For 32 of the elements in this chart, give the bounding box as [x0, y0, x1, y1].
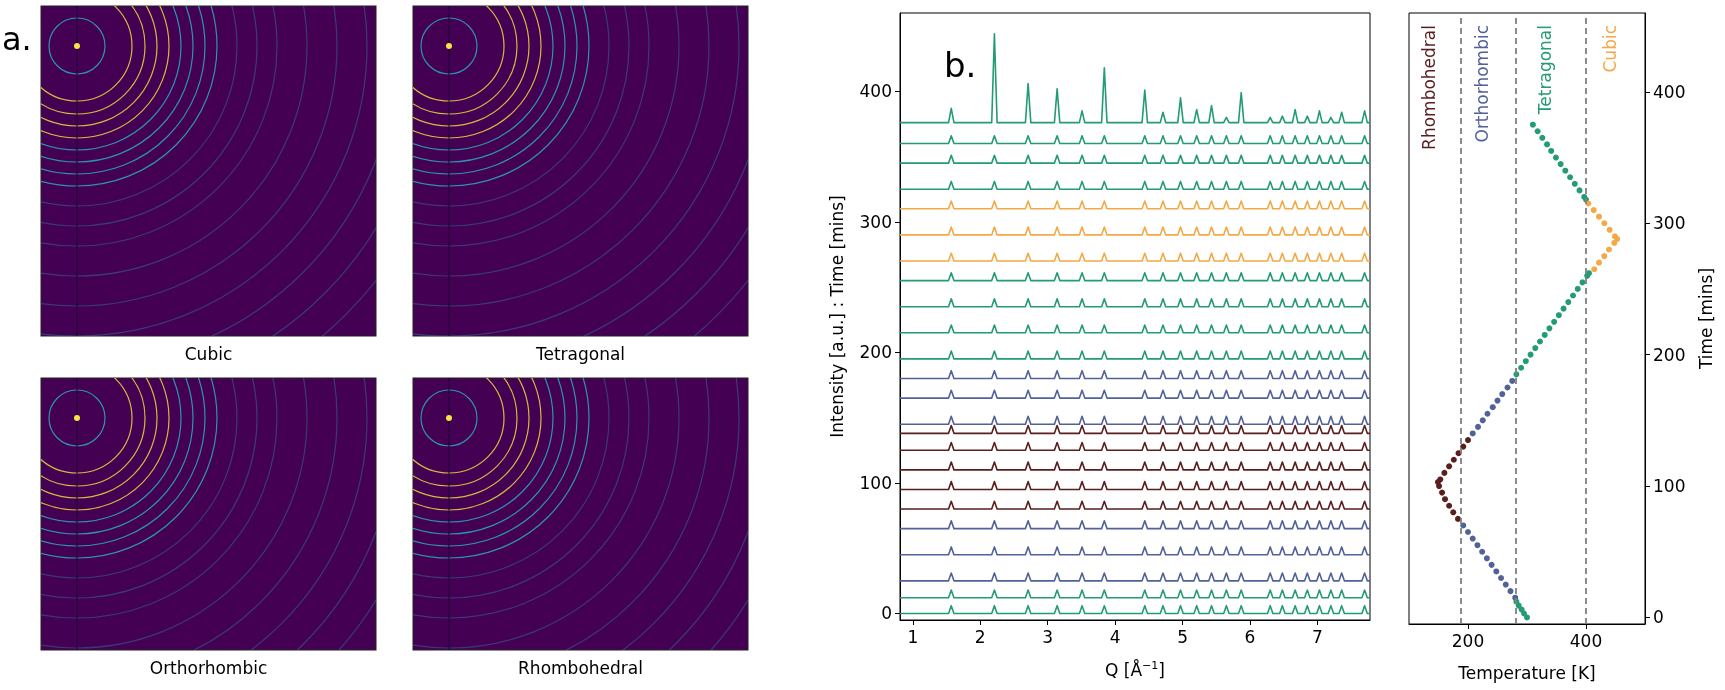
text: Tetragonal: [534, 344, 626, 364]
x-tick-label: 400: [1569, 630, 1603, 651]
y-tick-label: 200: [1653, 344, 1686, 365]
annotation: Cubic: [1599, 25, 1620, 73]
x-tick-label: 1: [907, 626, 919, 647]
y-tick-label: 0: [1653, 607, 1664, 628]
y-tick-label: 400: [859, 81, 892, 102]
x-tick-label: 5: [1177, 626, 1188, 647]
y-tick-label: 0: [881, 603, 892, 624]
y-tick-label: 200: [859, 342, 892, 363]
text: a.: [2, 20, 32, 58]
y-tick-label: 100: [859, 472, 892, 493]
x-tick-label: 7: [1311, 626, 1323, 647]
y-tick-label: 400: [1653, 81, 1686, 102]
x-axis-title: Temperature [K]: [1457, 662, 1596, 683]
text: Cubic: [184, 344, 233, 364]
annotation: Orthorhombic: [1472, 25, 1493, 143]
x-tick-label: 4: [1109, 626, 1121, 647]
y-tick-label: 100: [1653, 476, 1686, 497]
x-tick-label: 3: [1042, 626, 1054, 647]
x-tick-label: 6: [1244, 626, 1256, 647]
x-tick-label: 200: [1451, 630, 1485, 651]
text: b.: [944, 45, 977, 85]
y-tick-label: 300: [859, 211, 892, 232]
annotation: Tetragonal: [1534, 25, 1555, 116]
annotation: Rhombohedral: [1418, 25, 1439, 150]
text: Orthorhombic: [149, 658, 268, 678]
x-tick-label: 2: [974, 626, 986, 647]
y-tick-label: 300: [1653, 213, 1686, 234]
text: Rhombohedral: [518, 658, 643, 678]
y-axis-title: Time [mins]: [1695, 267, 1716, 371]
y-axis-title: Intensity [a.u.] : Time [mins]: [826, 195, 847, 438]
